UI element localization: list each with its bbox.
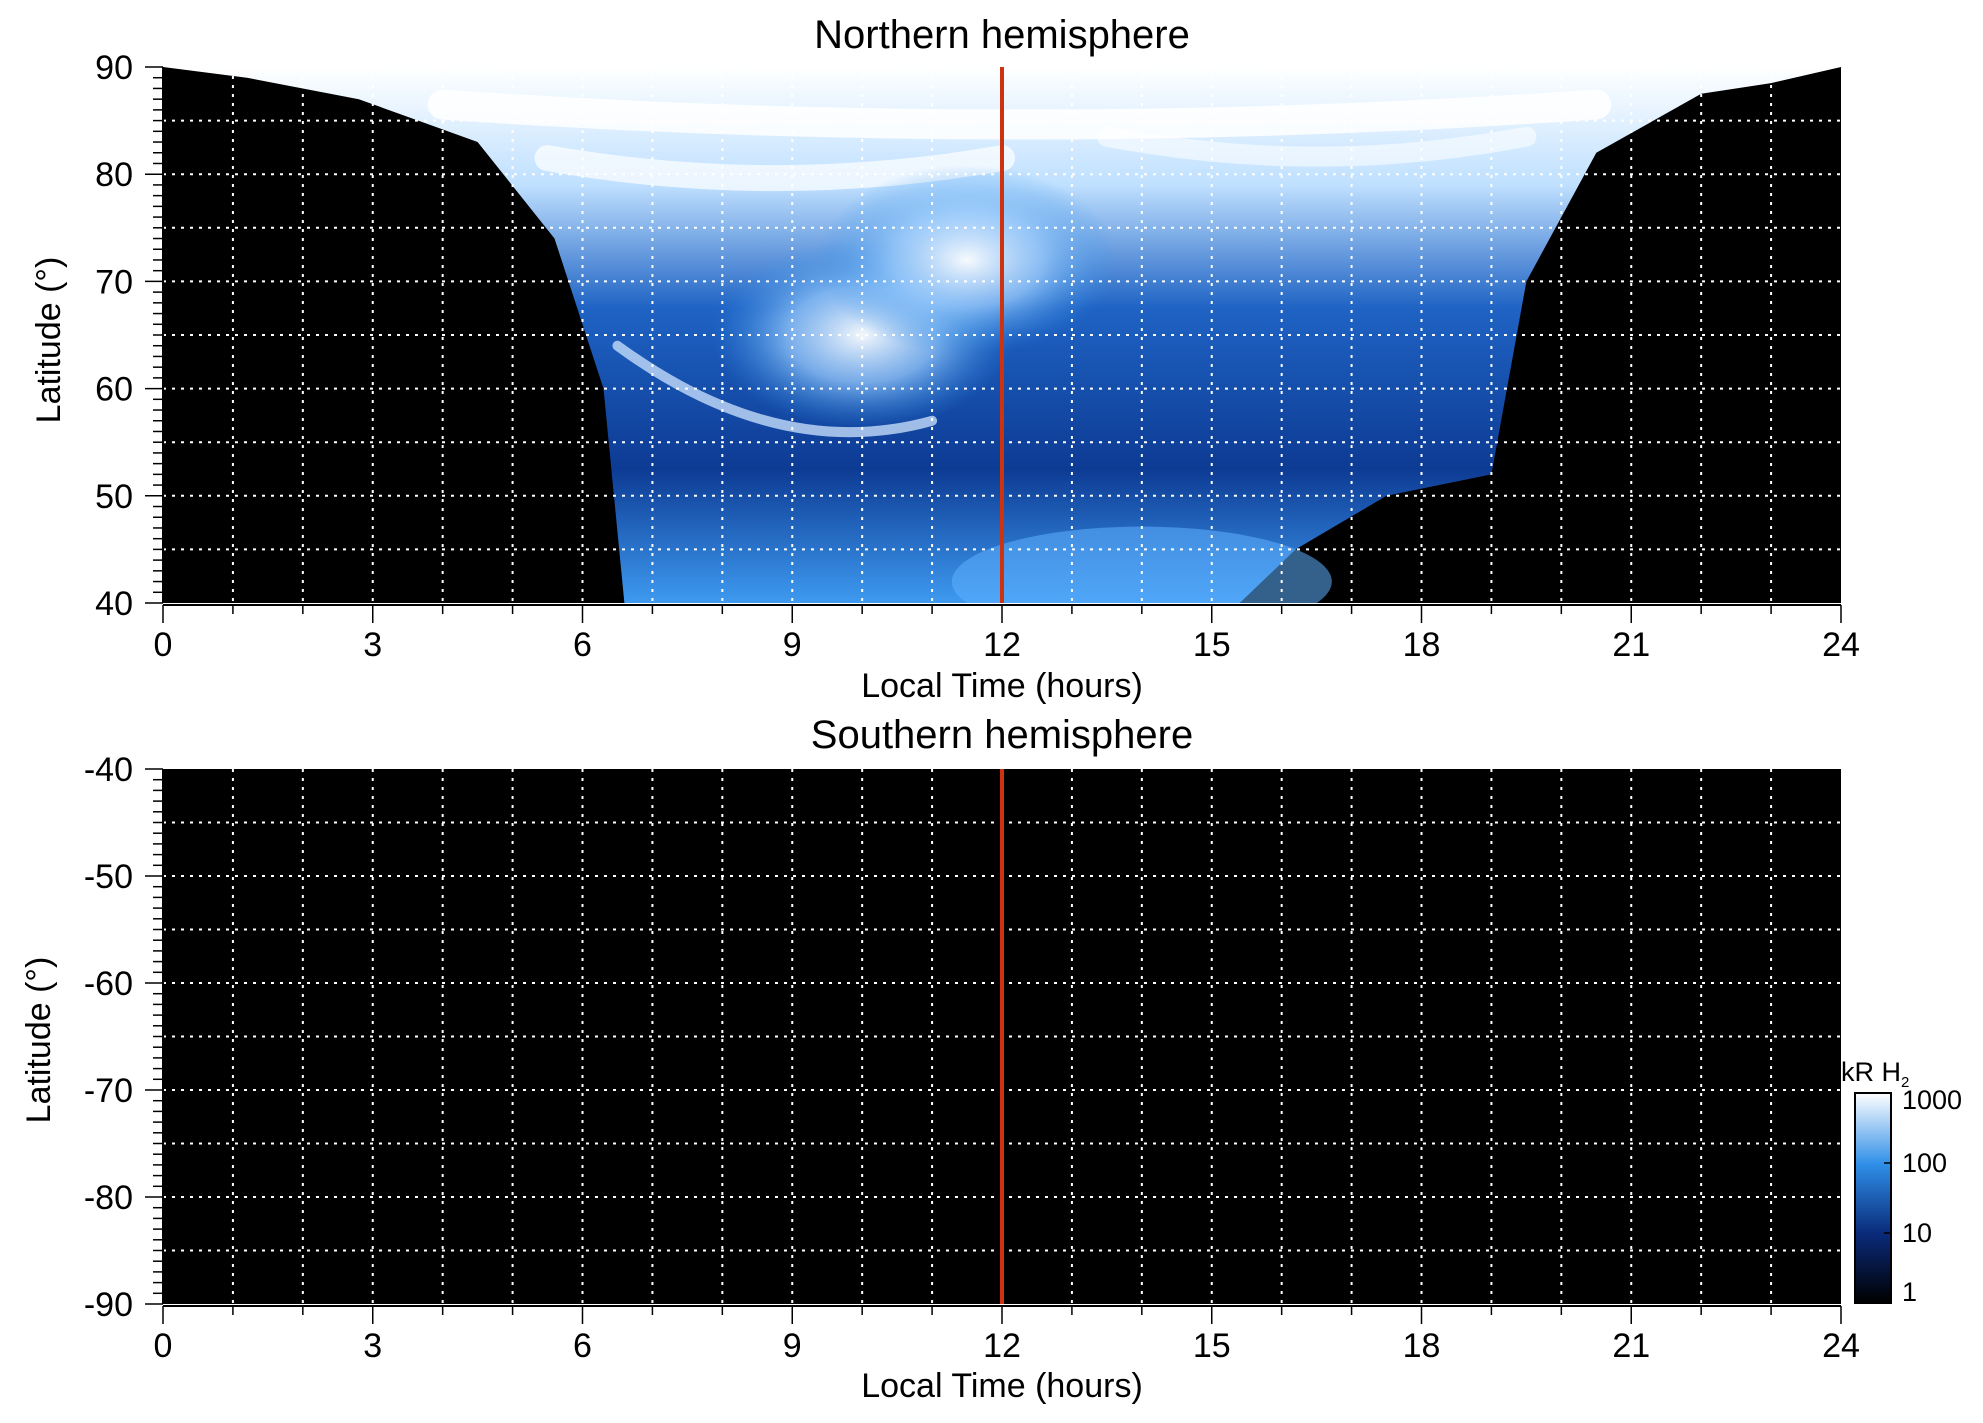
south-y-axis: -40 -50 -60 -70 -80 -90 <box>84 751 164 1324</box>
north-y-tick-label: 50 <box>95 478 133 516</box>
south-x-tick-label: 3 <box>363 1327 382 1365</box>
north-y-tick-label: 60 <box>95 371 133 409</box>
colorbar: kR H2 1000 100 10 1 <box>1841 1057 1962 1307</box>
south-title: Southern hemisphere <box>811 713 1193 757</box>
north-x-tick-label: 18 <box>1403 626 1441 664</box>
south-x-tick-label: 6 <box>573 1327 592 1365</box>
colorbar-labels: 1000 100 10 1 <box>1884 1085 1962 1307</box>
south-x-tick-label: 9 <box>783 1327 802 1365</box>
south-y-tick-label: -80 <box>84 1179 133 1217</box>
north-bright-arc-3 <box>1096 126 1537 167</box>
north-panel: Northern hemisphere 40 50 60 70 80 90 0 3 6 9 12 1… <box>30 13 1860 705</box>
north-x-tick-label: 12 <box>983 626 1021 664</box>
south-y-tick-label: -90 <box>84 1286 133 1324</box>
south-y-tick-label: -50 <box>84 858 133 896</box>
colorbar-gradient <box>1854 1092 1892 1304</box>
colorbar-label: 100 <box>1902 1148 1947 1178</box>
south-x-axis-title: Local Time (hours) <box>861 1367 1143 1405</box>
north-x-tick-label: 21 <box>1612 626 1650 664</box>
south-panel: Southern hemisphere -40 -50 -60 -70 -80 -90 0… <box>20 713 1860 1405</box>
south-y-tick-label: -60 <box>84 965 133 1003</box>
north-x-tick-label: 15 <box>1193 626 1231 664</box>
north-bright-arc-1 <box>427 89 1612 140</box>
south-x-tick-label: 12 <box>983 1327 1021 1365</box>
colorbar-title: kR H2 <box>1841 1057 1909 1091</box>
south-x-tick-label: 15 <box>1193 1327 1231 1365</box>
colorbar-label: 1000 <box>1902 1085 1962 1115</box>
north-x-tick-label: 0 <box>154 626 173 664</box>
south-x-axis: 0 3 6 9 12 15 18 21 24 <box>154 1305 1860 1365</box>
north-x-tick-label: 6 <box>573 626 592 664</box>
colorbar-title-subscript: 2 <box>1901 1074 1909 1091</box>
north-x-axis-title: Local Time (hours) <box>861 667 1143 705</box>
south-x-tick-label: 0 <box>154 1327 173 1365</box>
south-x-tick-label: 21 <box>1612 1327 1650 1365</box>
north-x-tick-label: 3 <box>363 626 382 664</box>
south-y-tick-label: -70 <box>84 1072 133 1110</box>
north-y-axis-title: Latitude (°) <box>30 257 68 424</box>
south-x-tick-label: 24 <box>1822 1327 1860 1365</box>
south-y-tick-label: -40 <box>84 751 133 789</box>
south-y-axis-title: Latitude (°) <box>20 957 58 1124</box>
north-x-tick-label: 24 <box>1822 626 1860 664</box>
north-morning-arc <box>612 340 938 438</box>
north-y-tick-label: 80 <box>95 156 133 194</box>
colorbar-label: 10 <box>1902 1218 1932 1248</box>
north-y-tick-label: 70 <box>95 263 133 301</box>
colorbar-label: 1 <box>1902 1277 1917 1307</box>
colorbar-title-main: kR H <box>1841 1057 1901 1087</box>
north-x-axis: 0 3 6 9 12 15 18 21 24 <box>154 604 1860 664</box>
north-title: Northern hemisphere <box>814 13 1190 57</box>
north-noon-cusp <box>817 164 1118 355</box>
north-y-axis: 40 50 60 70 80 90 <box>95 49 164 623</box>
north-y-tick-label: 90 <box>95 49 133 87</box>
north-y-tick-label: 40 <box>95 585 133 623</box>
south-x-tick-label: 18 <box>1403 1327 1441 1365</box>
north-x-tick-label: 9 <box>783 626 802 664</box>
